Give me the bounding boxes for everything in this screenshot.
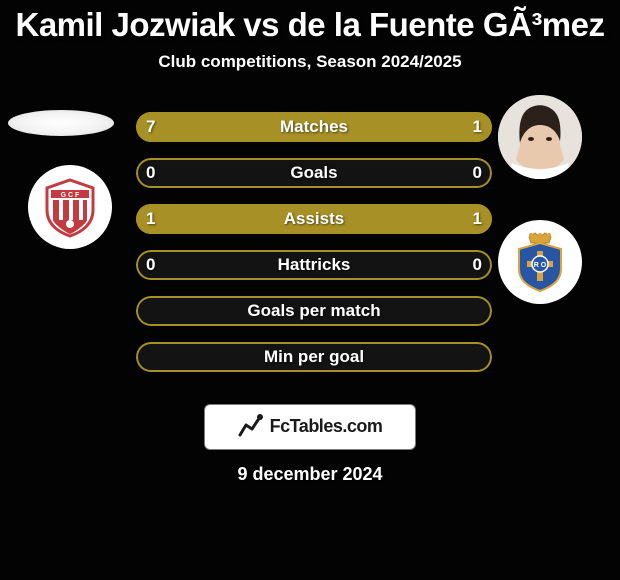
player2-portrait-icon bbox=[498, 95, 582, 179]
page-subtitle: Club competitions, Season 2024/2025 bbox=[0, 52, 620, 72]
stat-value-left: 1 bbox=[136, 204, 165, 234]
watermark: FcTables.com bbox=[204, 404, 416, 450]
page-title: Kamil Jozwiak vs de la Fuente GÃ³mez bbox=[0, 6, 620, 44]
stat-label: Goals per match bbox=[136, 296, 492, 326]
stat-row: Goals0 0 bbox=[136, 158, 492, 188]
stat-row: Matches7 1 bbox=[136, 112, 492, 142]
oviedo-crest-icon: R O bbox=[509, 231, 571, 293]
stat-label: Min per goal bbox=[136, 342, 492, 372]
player2-avatar bbox=[498, 95, 582, 179]
svg-text:R O: R O bbox=[534, 262, 547, 269]
stat-value-right: 1 bbox=[463, 112, 492, 142]
fctables-logo-icon bbox=[238, 413, 264, 439]
stat-label: Hattricks bbox=[136, 250, 492, 280]
stat-value-left: 7 bbox=[136, 112, 165, 142]
stat-label: Assists bbox=[136, 204, 492, 234]
stat-row: Min per goal bbox=[136, 342, 492, 372]
stat-row: Hattricks0 0 bbox=[136, 250, 492, 280]
date-label: 9 december 2024 bbox=[0, 464, 620, 485]
watermark-text: FcTables.com bbox=[270, 416, 383, 437]
stat-value-right: 0 bbox=[463, 158, 492, 188]
comparison-card: Kamil Jozwiak vs de la Fuente GÃ³mez Clu… bbox=[0, 0, 620, 580]
svg-text:G C F: G C F bbox=[61, 192, 80, 199]
main-area: G C F R O Matches71Goals00Assists bbox=[0, 110, 620, 390]
stat-value-right: 1 bbox=[463, 204, 492, 234]
granada-crest-icon: G C F bbox=[39, 176, 101, 238]
player2-club-crest: R O bbox=[498, 220, 582, 304]
stat-row: Goals per match bbox=[136, 296, 492, 326]
player1-club-crest: G C F bbox=[28, 165, 112, 249]
stat-value-right: 0 bbox=[463, 250, 492, 280]
stat-label: Goals bbox=[136, 158, 492, 188]
player1-avatar bbox=[8, 110, 114, 136]
stat-row: Assists1 1 bbox=[136, 204, 492, 234]
stat-value-left: 0 bbox=[136, 250, 165, 280]
stats-bars: Matches71Goals00Assists11Hattricks00Goal… bbox=[136, 112, 492, 388]
stat-value-left: 0 bbox=[136, 158, 165, 188]
stat-label: Matches bbox=[136, 112, 492, 142]
